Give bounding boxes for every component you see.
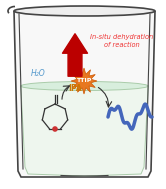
Text: TTIP: TTIP xyxy=(76,78,92,84)
FancyArrowPatch shape xyxy=(63,34,87,76)
Ellipse shape xyxy=(21,81,148,91)
Ellipse shape xyxy=(14,6,155,16)
Polygon shape xyxy=(14,11,155,177)
Polygon shape xyxy=(21,86,148,176)
Text: H₂O: H₂O xyxy=(31,70,45,78)
Circle shape xyxy=(52,126,58,132)
Text: IPA: IPA xyxy=(68,84,82,93)
Text: In-situ dehydration
of reaction: In-situ dehydration of reaction xyxy=(90,34,154,48)
Polygon shape xyxy=(71,68,97,94)
